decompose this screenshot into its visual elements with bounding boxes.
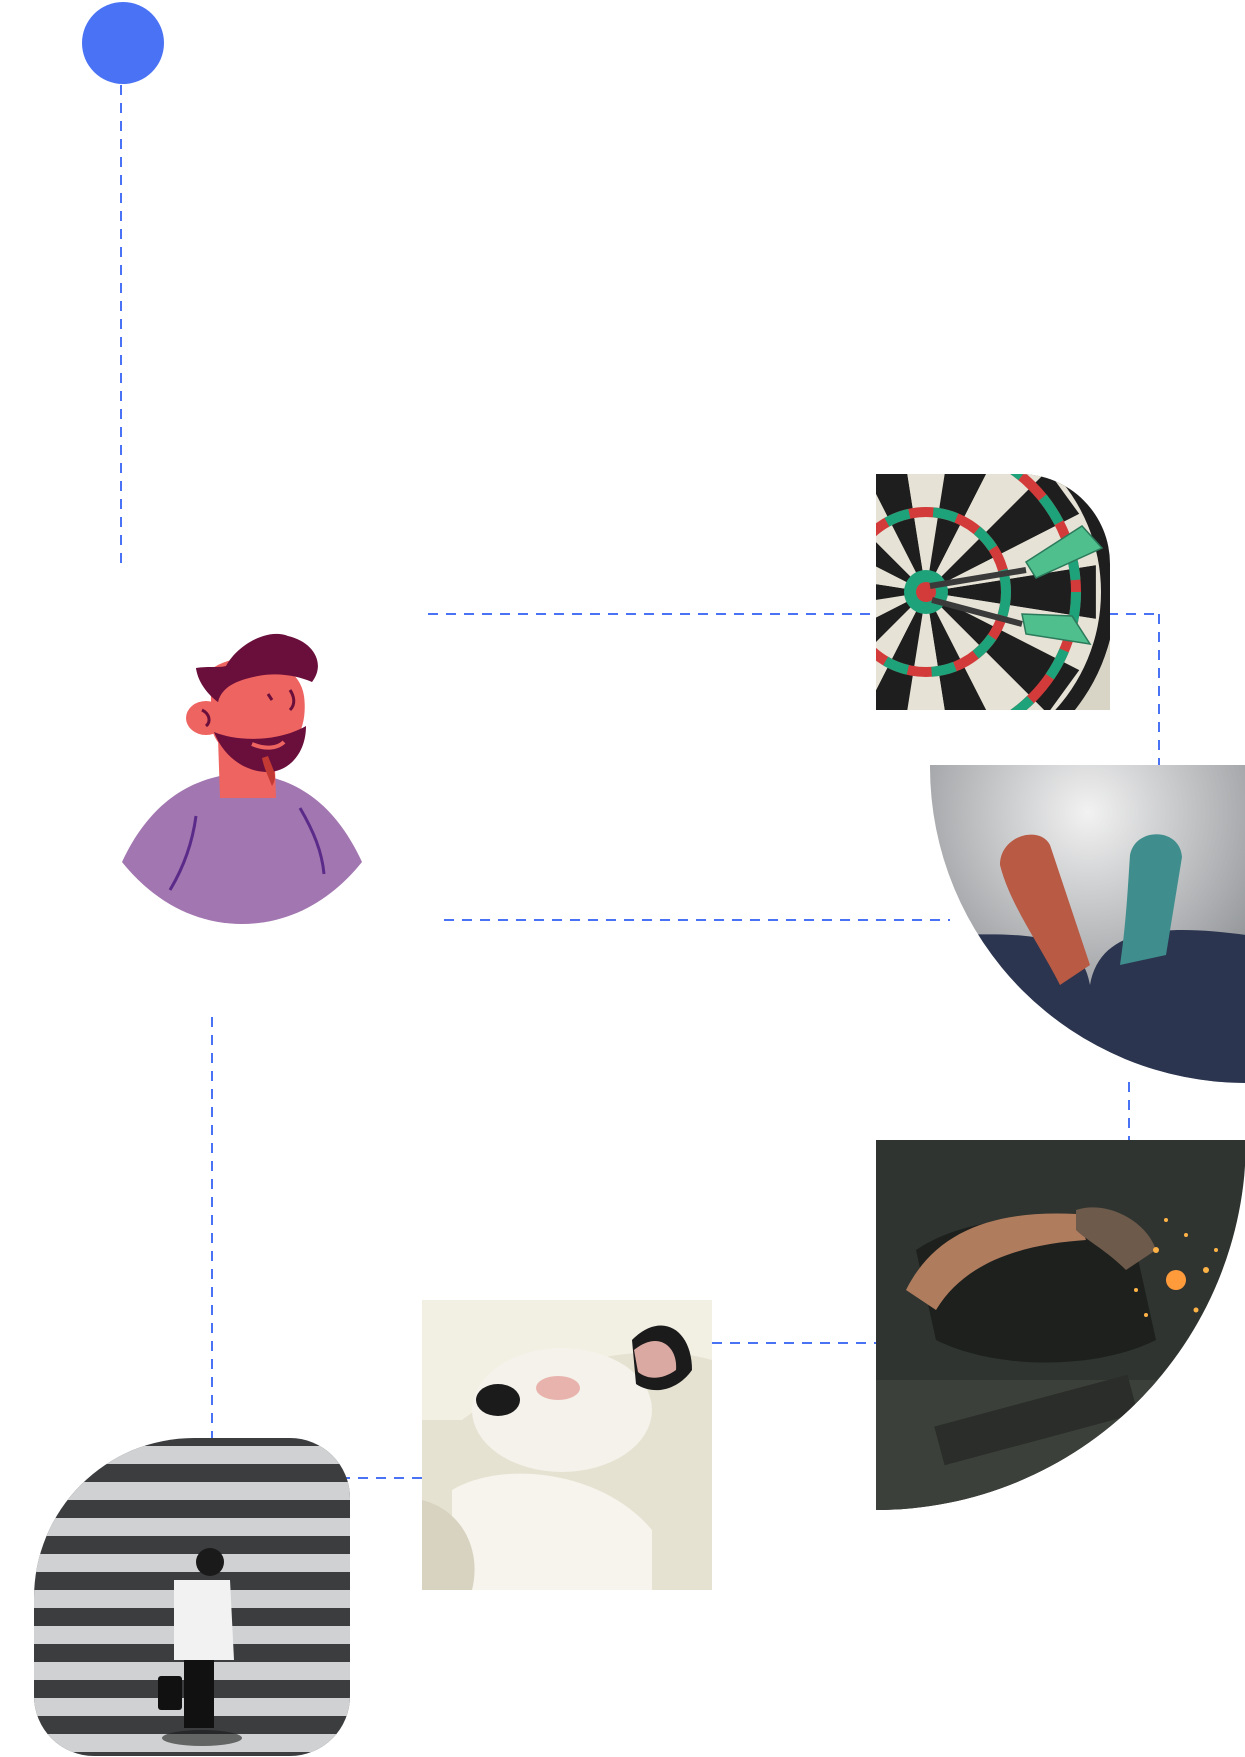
dartboard-wedge — [907, 592, 945, 710]
dartboard-wedge — [926, 592, 987, 710]
crosswalk-stripe — [34, 1518, 350, 1536]
bearded-man-avatar-icon — [122, 633, 362, 924]
dartboard-wedge — [876, 474, 926, 592]
dartboard-wedge — [876, 584, 926, 600]
dartboard-wedge — [876, 592, 926, 618]
dartboard-wedge — [926, 474, 987, 592]
dartboard-photo — [876, 474, 1110, 710]
dartboard-wedge — [876, 592, 926, 710]
dartboard-wedge — [907, 474, 945, 592]
dog-photo — [422, 1300, 712, 1590]
crosswalk-stripe — [34, 1482, 350, 1500]
crosswalk-photo — [34, 1438, 350, 1756]
crosswalk-stripe — [34, 1554, 350, 1572]
dartboard-wedge — [876, 566, 926, 592]
dartboard-wedge — [926, 513, 1096, 592]
